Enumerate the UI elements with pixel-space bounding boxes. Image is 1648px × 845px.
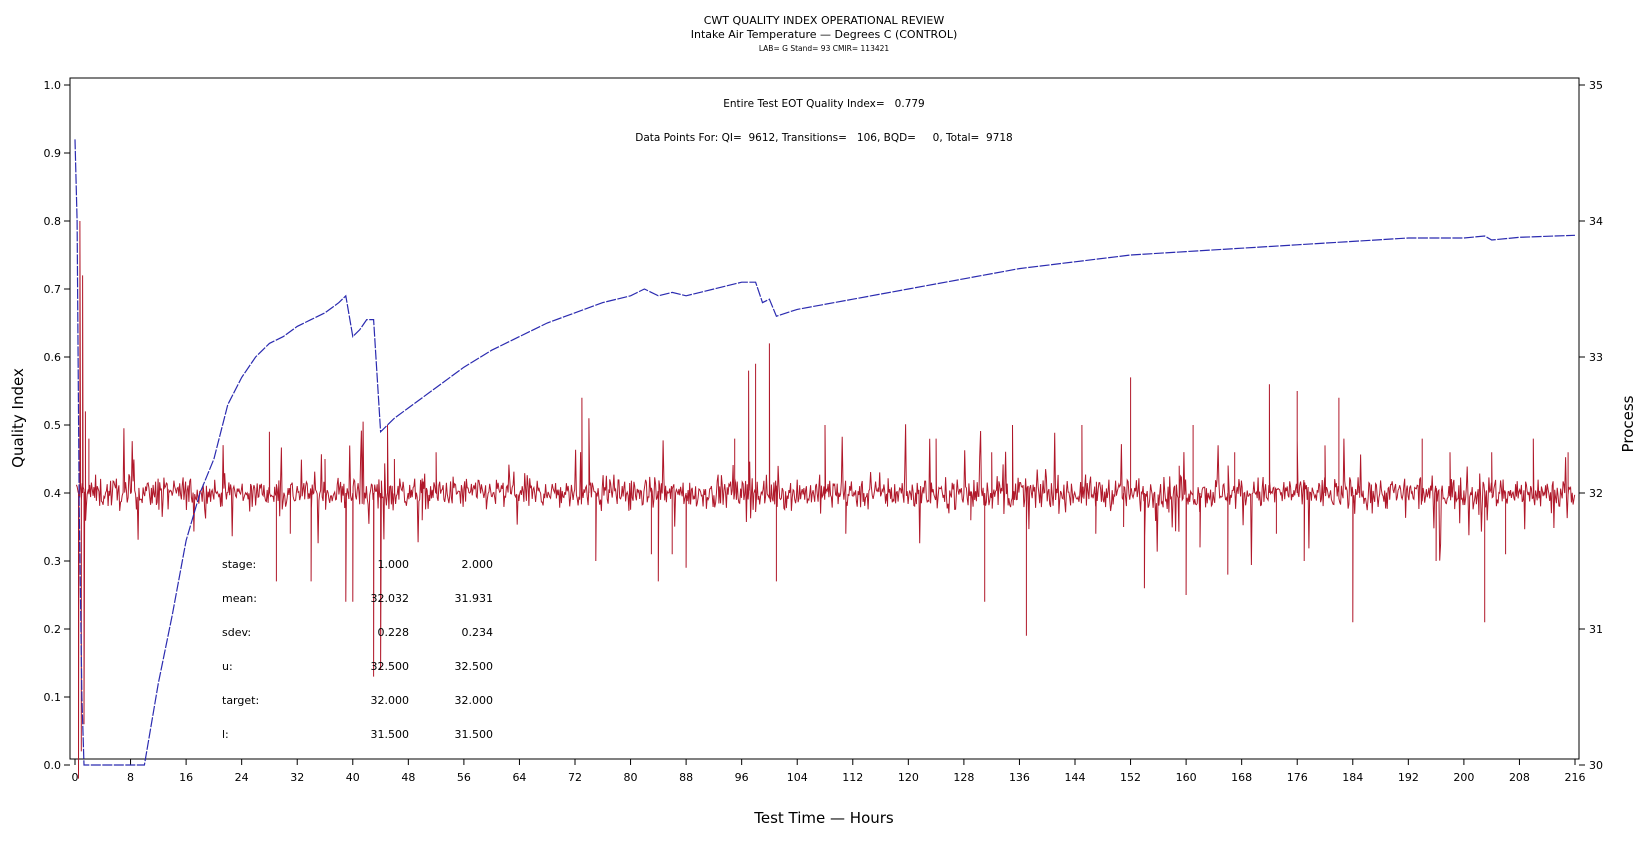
right-y-tick-label: 34: [1589, 215, 1603, 228]
left-y-axis-label: Quality Index: [9, 368, 27, 468]
chart-title: CWT QUALITY INDEX OPERATIONAL REVIEW: [704, 14, 945, 27]
stats-stage1-value: 31.500: [371, 728, 410, 741]
x-tick-label: 152: [1120, 771, 1141, 784]
x-tick-label: 168: [1231, 771, 1252, 784]
x-tick-label: 32: [290, 771, 304, 784]
stats-stage1-value: 32.000: [371, 694, 410, 707]
x-tick-label: 144: [1065, 771, 1086, 784]
stats-stage1-value: 0.228: [378, 626, 410, 639]
x-tick-label: 120: [898, 771, 919, 784]
left-y-tick-label: 0.5: [44, 419, 62, 432]
x-tick-label: 8: [127, 771, 134, 784]
x-tick-label: 184: [1342, 771, 1363, 784]
x-tick-label: 104: [787, 771, 808, 784]
stats-stage2-value: 31.931: [455, 592, 494, 605]
left-y-tick-label: 0.1: [44, 691, 62, 704]
stats-row-label: target:: [222, 694, 259, 707]
x-axis-label: Test Time — Hours: [753, 809, 894, 827]
stats-row-label: sdev:: [222, 626, 251, 639]
right-y-axis-ticks: 30 31 32 33 34 35: [1579, 79, 1603, 772]
left-y-tick-label: 0.6: [44, 351, 62, 364]
left-y-tick-label: 0.8: [44, 215, 62, 228]
x-tick-label: 192: [1398, 771, 1419, 784]
right-y-tick-label: 35: [1589, 79, 1603, 92]
stats-stage2-value: 32.000: [455, 694, 494, 707]
stats-stage2-value: 31.500: [455, 728, 494, 741]
x-tick-label: 128: [953, 771, 974, 784]
x-tick-label: 80: [624, 771, 638, 784]
x-tick-label: 88: [679, 771, 693, 784]
x-tick-label: 208: [1509, 771, 1530, 784]
x-tick-label: 136: [1009, 771, 1030, 784]
x-tick-label: 216: [1565, 771, 1586, 784]
stats-stage2-value: 2.000: [462, 558, 494, 571]
left-y-tick-label: 0.3: [44, 555, 62, 568]
stats-row-label: mean:: [222, 592, 257, 605]
x-tick-label: 40: [346, 771, 360, 784]
x-tick-label: 112: [842, 771, 863, 784]
stats-stage2-value: 32.500: [455, 660, 494, 673]
x-tick-label: 176: [1287, 771, 1308, 784]
stats-row-label: stage:: [222, 558, 256, 571]
x-tick-label: 72: [568, 771, 582, 784]
right-y-tick-label: 31: [1589, 623, 1603, 636]
left-y-axis-ticks: 0.0 0.1 0.2 0.3 0.4 0.5 0.6 0.7 0.8 0.9 1.0: [44, 79, 70, 772]
x-tick-label: 24: [235, 771, 249, 784]
x-axis-ticks: 0 8 16 24 32 40 48 56 64 72 80 88 96 104 112 120 128 136 1…: [72, 759, 1586, 784]
left-y-tick-label: 0.4: [44, 487, 62, 500]
left-y-tick-label: 0.2: [44, 623, 62, 636]
eot-quality-index-annotation: Entire Test EOT Quality Index= 0.779: [723, 98, 925, 110]
data-points-annotation: Data Points For: QI= 9612, Transitions= …: [635, 132, 1013, 144]
right-y-tick-label: 30: [1589, 759, 1603, 772]
x-tick-label: 96: [735, 771, 749, 784]
stats-stage1-value: 32.500: [371, 660, 410, 673]
stats-stage1-value: 1.000: [378, 558, 410, 571]
chart-subtitle-lab-info: LAB= G Stand= 93 CMIR= 113421: [759, 44, 890, 53]
x-tick-label: 16: [179, 771, 193, 784]
plot-frame: [69, 77, 1580, 760]
left-y-tick-label: 1.0: [44, 79, 62, 92]
right-y-axis-label: Process: [1619, 395, 1637, 452]
stats-stage1-value: 32.032: [371, 592, 410, 605]
left-y-tick-label: 0.9: [44, 147, 62, 160]
stats-table: stage: 1.000 2.000 mean: 32.032 31.931 sdev: 0.…: [222, 558, 493, 741]
stats-row-label: u:: [222, 660, 233, 673]
x-tick-label: 160: [1176, 771, 1197, 784]
x-tick-label: 48: [401, 771, 415, 784]
right-y-tick-label: 33: [1589, 351, 1603, 364]
quality-index-series-line: [74, 139, 1576, 766]
left-y-tick-label: 0.0: [44, 759, 62, 772]
stats-stage2-value: 0.234: [462, 626, 494, 639]
x-tick-label: 64: [512, 771, 526, 784]
process-series-line: [75, 220, 1576, 779]
x-tick-label: 0: [72, 771, 79, 784]
x-tick-label: 200: [1453, 771, 1474, 784]
x-tick-label: 56: [457, 771, 471, 784]
right-y-tick-label: 32: [1589, 487, 1603, 500]
stats-row-label: l:: [222, 728, 229, 741]
chart-subtitle: Intake Air Temperature — Degrees C (CONT…: [691, 28, 958, 41]
left-y-tick-label: 0.7: [44, 283, 62, 296]
